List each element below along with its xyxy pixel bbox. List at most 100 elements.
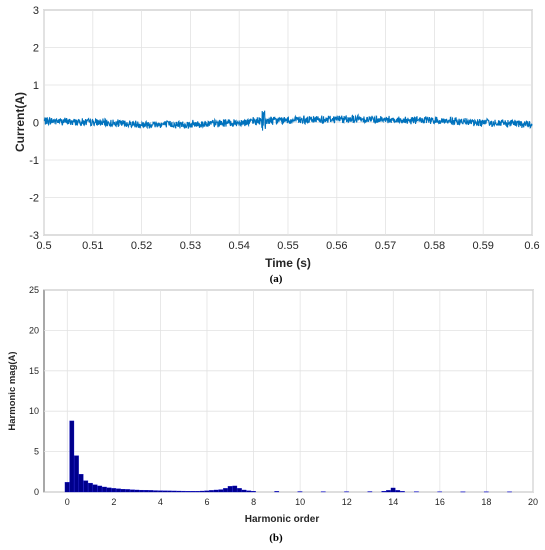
- chart-b-bar: [167, 490, 172, 493]
- chart-b-bar: [106, 487, 112, 493]
- chart-b-grid: [44, 289, 534, 493]
- chart-b-bar: [209, 490, 214, 493]
- chart-b-bar: [190, 491, 196, 493]
- chart-b-bar: [400, 491, 405, 493]
- chart-b-bar: [134, 489, 140, 493]
- chart-a-x-tick-label: 0.52: [131, 240, 152, 252]
- chart-a-y-tick-label: 1: [33, 80, 39, 92]
- chart-a-current-waveform: 0.5 0.51 0.52 0.53 0.54 0.55 0.56 0.57 0.58 0.59 0…: [13, 5, 540, 285]
- chart-b-x-ticks: 0 2 4 6 8 10 12 14 16 18 20: [65, 497, 538, 507]
- chart-b-bar: [139, 489, 144, 493]
- chart-a-series-line: [43, 110, 533, 131]
- chart-a-x-tick-label: 0.5: [36, 240, 51, 252]
- chart-a-y-ticks: -3 -2 -1 0 1 2 3: [29, 5, 39, 242]
- chart-b-bar: [88, 482, 93, 493]
- chart-b-x-tick-label: 18: [481, 497, 491, 507]
- chart-b-y-tick-label: 0: [34, 487, 39, 497]
- chart-b-x-tick-label: 12: [342, 497, 352, 507]
- chart-a-x-axis-label: Time (s): [265, 256, 311, 270]
- chart-b-y-axis-label: Harmonic mag(A): [7, 351, 18, 430]
- chart-b-bar: [237, 488, 242, 493]
- chart-b-x-tick-label: 6: [204, 497, 209, 507]
- chart-b-bar: [148, 490, 154, 493]
- chart-a-y-tick-label: -2: [29, 193, 39, 205]
- chart-b-harmonic-spectrum: 0 2 4 6 8 10 12 14 16 18 20 0 5 10 15 20 25 Harmonic or…: [7, 285, 538, 544]
- chart-b-x-tick-label: 0: [65, 497, 70, 507]
- chart-b-bar: [223, 488, 228, 493]
- chart-a-x-tick-label: 0.54: [228, 240, 249, 252]
- chart-b-bar: [171, 490, 177, 493]
- chart-b-x-tick-label: 20: [528, 497, 538, 507]
- chart-b-y-tick-label: 5: [34, 447, 39, 457]
- chart-b-bar: [241, 489, 247, 493]
- chart-b-bar: [125, 489, 131, 493]
- chart-b-bar: [69, 420, 75, 493]
- caption-b: (b): [269, 532, 283, 544]
- chart-b-bar: [130, 489, 135, 493]
- chart-b-y-tick-label: 10: [29, 406, 39, 416]
- chart-b-bar: [232, 485, 238, 493]
- chart-b-bar: [395, 490, 401, 493]
- chart-b-y-tick-label: 15: [29, 366, 39, 376]
- chart-a-x-tick-label: 0.6: [524, 240, 539, 252]
- chart-b-x-tick-label: 16: [435, 497, 445, 507]
- chart-a-x-tick-label: 0.58: [424, 240, 445, 252]
- chart-b-bar: [218, 489, 224, 493]
- chart-b-bar: [381, 491, 387, 493]
- chart-b-bar: [251, 491, 256, 493]
- chart-b-x-tick-label: 10: [295, 497, 305, 507]
- chart-a-x-tick-label: 0.56: [326, 240, 347, 252]
- chart-b-x-tick-label: 4: [158, 497, 163, 507]
- chart-b-y-ticks: 0 5 10 15 20 25: [29, 285, 39, 497]
- chart-b-bar: [227, 486, 233, 493]
- chart-b-bar: [185, 491, 191, 493]
- chart-b-bar: [162, 490, 168, 493]
- chart-b-bar: [102, 486, 107, 493]
- chart-b-bar: [157, 490, 163, 493]
- chart-b-bar: [74, 455, 79, 493]
- chart-b-bar: [97, 485, 103, 493]
- chart-b-bar: [390, 487, 396, 493]
- chart-a-series: [43, 110, 533, 131]
- chart-a-y-tick-label: 0: [33, 118, 39, 130]
- chart-b-bar: [116, 488, 121, 493]
- chart-a-x-tick-label: 0.55: [277, 240, 298, 252]
- chart-b-x-axis-label: Harmonic order: [245, 514, 320, 525]
- chart-b-plot-area: [43, 289, 534, 493]
- chart-a-y-tick-label: -3: [29, 230, 39, 242]
- chart-b-x-tick-label: 2: [111, 497, 116, 507]
- chart-b-bar: [92, 484, 98, 493]
- chart-b-bar: [120, 489, 126, 493]
- chart-b-bar: [78, 474, 84, 493]
- chart-b-x-tick-label: 14: [388, 497, 398, 507]
- chart-b-bar: [213, 489, 219, 493]
- chart-a-y-tick-label: 3: [33, 5, 39, 17]
- chart-b-y-tick-label: 20: [29, 325, 39, 335]
- chart-a-x-ticks: 0.5 0.51 0.52 0.53 0.54 0.55 0.56 0.57 0.58 0.59 0…: [36, 240, 539, 252]
- chart-b-bar: [195, 491, 200, 493]
- chart-b-bar: [111, 488, 117, 493]
- chart-a-y-tick-label: -1: [29, 155, 39, 167]
- chart-a-x-tick-label: 0.51: [82, 240, 103, 252]
- chart-b-bar: [199, 490, 205, 493]
- chart-b-bar: [83, 480, 89, 493]
- chart-b-bar: [274, 491, 280, 493]
- chart-a-x-tick-label: 0.57: [375, 240, 396, 252]
- chart-b-bar: [176, 490, 182, 493]
- chart-b-x-tick-label: 8: [251, 497, 256, 507]
- chart-b-bar: [64, 482, 70, 493]
- chart-b-bars: [64, 420, 512, 493]
- chart-a-x-tick-label: 0.53: [180, 240, 201, 252]
- caption-a: (a): [270, 273, 283, 285]
- chart-a-y-axis-label: Current(A): [13, 92, 27, 152]
- chart-b-bar: [204, 490, 210, 493]
- chart-a-y-tick-label: 2: [33, 43, 39, 55]
- chart-b-y-tick-label: 25: [29, 285, 39, 295]
- chart-b-bar: [246, 490, 252, 493]
- chart-a-x-tick-label: 0.59: [472, 240, 493, 252]
- chart-b-bar: [153, 490, 158, 493]
- chart-b-bar: [386, 490, 391, 493]
- chart-b-bar: [143, 490, 149, 493]
- chart-b-bar: [181, 490, 186, 493]
